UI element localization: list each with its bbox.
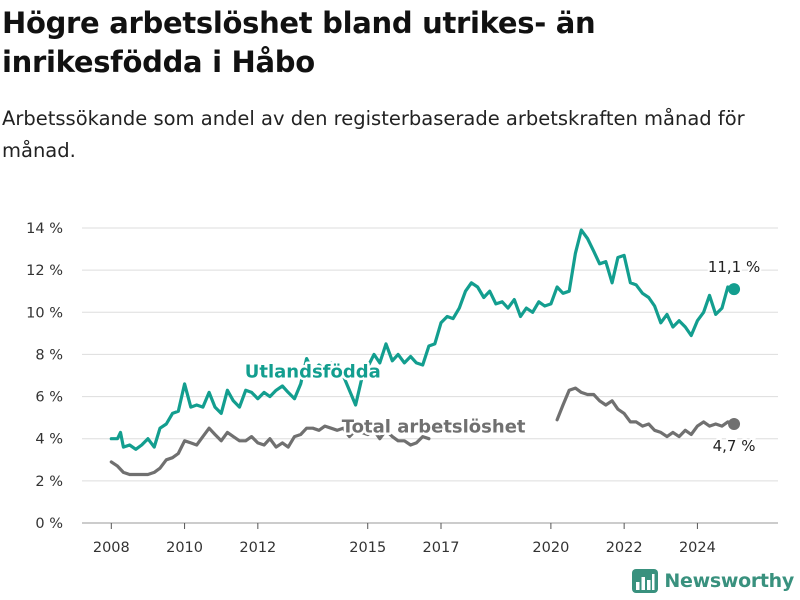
bar-chart-logo-icon [632, 569, 659, 593]
series-line-utlandsfodda [109, 228, 736, 451]
y-tick-label: 8 % [35, 347, 63, 363]
label-layer: Utlandsfödda 11,1 % Total arbetslöshet 4,7 … [242, 256, 762, 457]
y-tick-label: 14 % [26, 221, 63, 237]
y-tick-label: 10 % [26, 305, 63, 321]
y-tick-label: 0 % [35, 516, 63, 532]
x-tick-label: 2017 [423, 540, 460, 556]
y-tick-label: 12 % [26, 263, 63, 279]
series-end-point-utlandsfodda [728, 283, 741, 296]
x-tick-label: 2024 [679, 540, 716, 556]
x-tick-label: 2020 [532, 540, 569, 556]
series-layer [109, 228, 741, 477]
chart-subtitle: Arbetssökande som andel av den registerb… [2, 107, 745, 162]
x-tick-label: 2022 [606, 540, 643, 556]
x-tick-label: 2008 [93, 540, 130, 556]
x-axis: 2008 2010 2012 2015 2017 2020 2022 2024 [93, 523, 716, 556]
x-tick-label: 2010 [166, 540, 203, 556]
series-end-point-total [728, 417, 741, 430]
chart-title: Högre arbetslöshet bland utrikes- än inr… [2, 6, 596, 79]
brand-name: Newsworthy [664, 570, 794, 592]
y-tick-label: 4 % [35, 432, 63, 448]
series-label-total: Total arbetslöshet [342, 416, 526, 437]
newsworthy-logo: Newsworthy [632, 569, 794, 593]
y-tick-label: 2 % [35, 474, 63, 490]
series-end-label-utlandsfodda: 11,1 % [708, 258, 760, 276]
series-label-utlandsfodda: Utlandsfödda [245, 362, 381, 383]
series-end-label-total: 4,7 % [713, 437, 756, 455]
series-line-total [555, 386, 736, 439]
y-axis: 0 % 2 % 4 % 6 % 8 % 10 % 12 % 14 % [26, 221, 63, 532]
x-tick-label: 2015 [349, 540, 386, 556]
y-tick-label: 6 % [35, 390, 63, 406]
line-chart: 0 % 2 % 4 % 6 % 8 % 10 % 12 % 14 % 2008 2010 2012… [26, 221, 778, 556]
x-tick-label: 2012 [239, 540, 276, 556]
series-line-total [109, 424, 431, 477]
gridlines [82, 227, 778, 524]
